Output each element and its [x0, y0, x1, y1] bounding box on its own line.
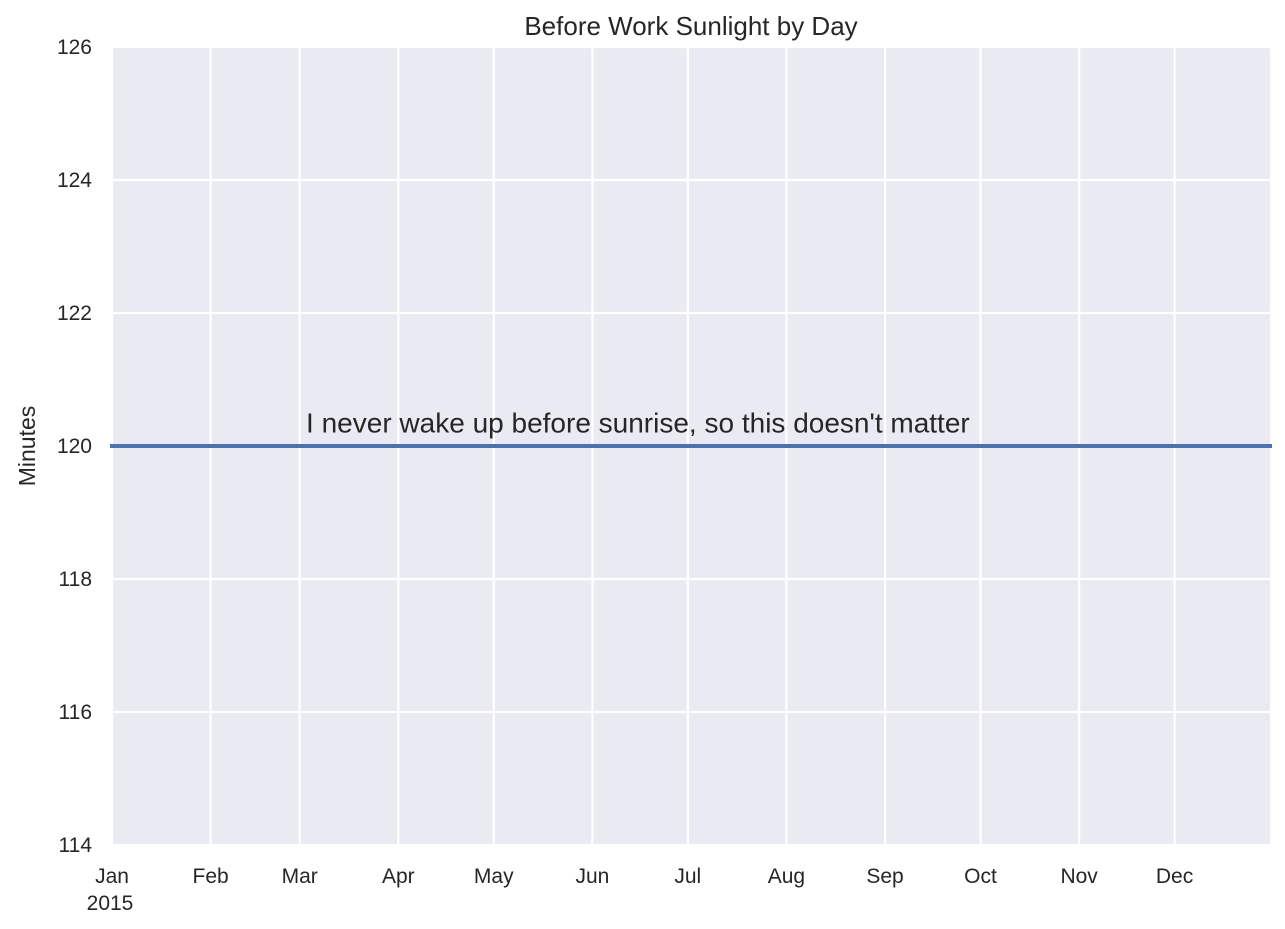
annotation-text: I never wake up before sunrise, so this …: [306, 408, 970, 439]
y-tick-label: 122: [57, 302, 92, 325]
x-tick-label: Feb: [193, 865, 229, 888]
x-tick-label: Sep: [866, 865, 903, 888]
y-tick-label: 118: [59, 568, 92, 591]
x-tick-label: Jul: [674, 865, 701, 888]
y-tick-label: 124: [57, 169, 92, 192]
x-tick-label: Mar: [282, 865, 318, 888]
y-tick-label: 114: [59, 834, 93, 857]
y-axis-label: Minutes: [14, 406, 40, 487]
x-tick-label: Aug: [768, 865, 805, 888]
x-tick-label: Jan: [95, 865, 129, 888]
y-tick-labels: 114 116 118 120 122 124 126: [57, 36, 92, 857]
y-tick-label: 120: [57, 435, 92, 458]
y-tick-label: 126: [57, 36, 92, 59]
annotations-layer: I never wake up before sunrise, so this …: [306, 408, 970, 439]
x-tick-label: Jun: [575, 865, 609, 888]
x-tick-label: Apr: [382, 865, 415, 888]
x-tick-label: May: [474, 865, 514, 888]
y-tick-label: 116: [59, 701, 92, 724]
x-tick-labels: Jan 2015 Feb Mar Apr May Jun Jul Aug Sep Oct Nov Dec: [87, 865, 1194, 915]
x-tick-label: Nov: [1060, 865, 1098, 888]
x-tick-label: Dec: [1156, 865, 1193, 888]
x-tick-sublabel: 2015: [87, 892, 134, 915]
chart-title: Before Work Sunlight by Day: [524, 11, 857, 41]
x-tick-label: Oct: [964, 865, 997, 888]
